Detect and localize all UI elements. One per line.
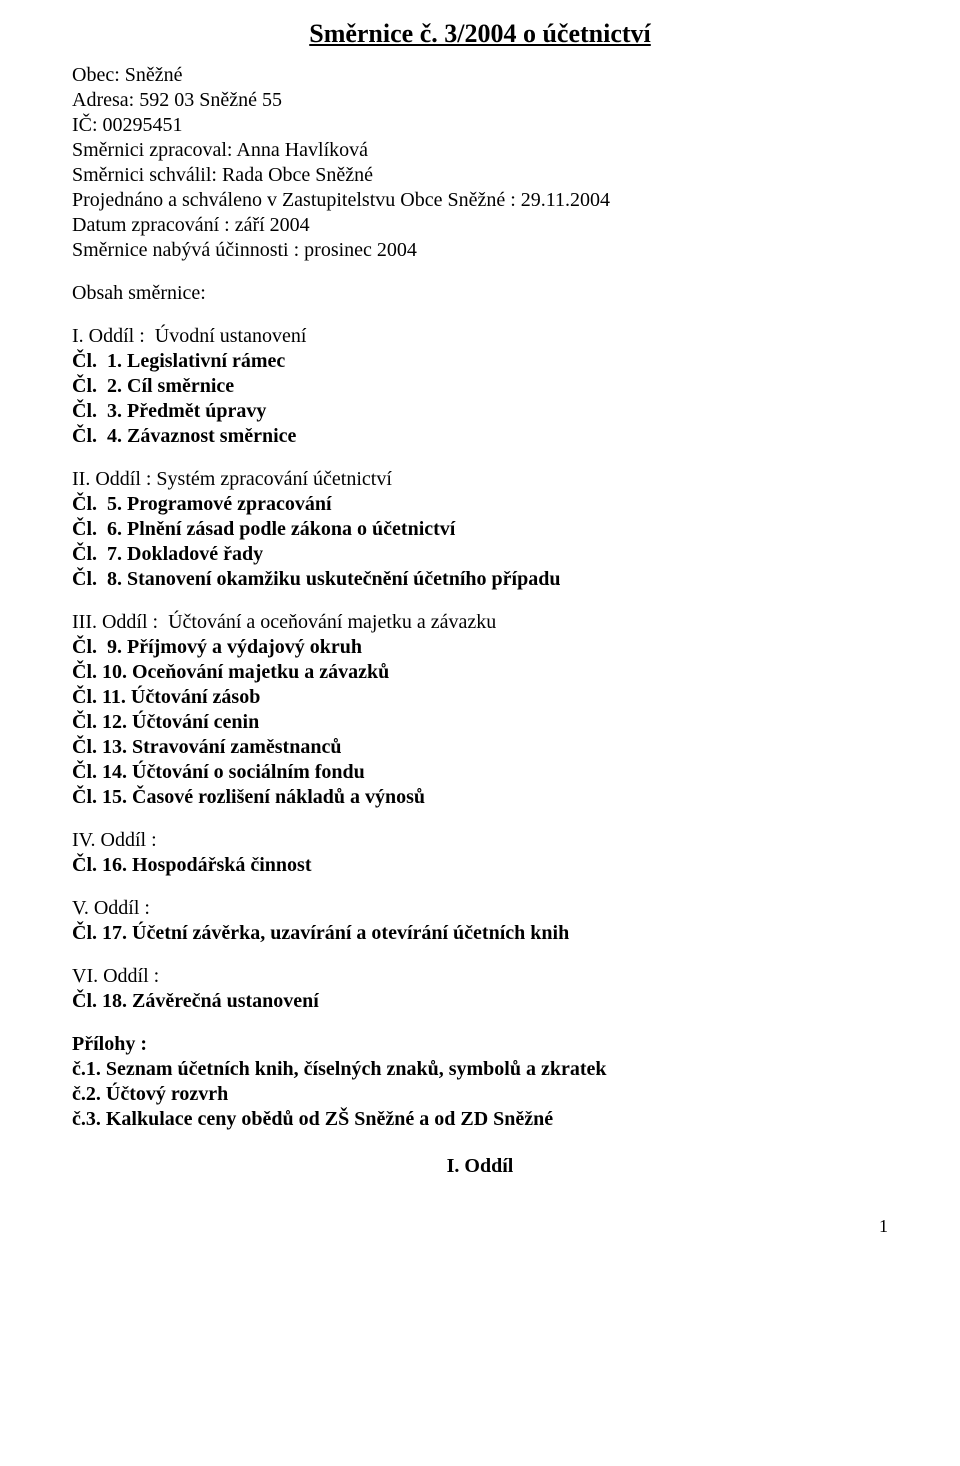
header-ic: IČ: 00295451: [72, 113, 888, 138]
section-2-item: Čl. 7. Dokladové řady: [72, 542, 888, 567]
header-projednano: Projednáno a schváleno v Zastupitelstvu …: [72, 188, 888, 213]
appendix-item: č.3. Kalkulace ceny obědů od ZŠ Sněžné a…: [72, 1107, 888, 1132]
section-3: III. Oddíl : Účtování a oceňování majetk…: [72, 610, 888, 810]
section-1-item: Čl. 3. Předmět úpravy: [72, 399, 888, 424]
section-4-item: Čl. 16. Hospodářská činnost: [72, 853, 888, 878]
section-5-title: V. Oddíl :: [72, 896, 888, 921]
page-number: 1: [72, 1215, 888, 1238]
section-2: II. Oddíl : Systém zpracování účetnictví…: [72, 467, 888, 592]
section-6: VI. Oddíl : Čl. 18. Závěrečná ustanovení: [72, 964, 888, 1014]
section-1-title: I. Oddíl : Úvodní ustanovení: [72, 324, 888, 349]
section-1-item: Čl. 2. Cíl směrnice: [72, 374, 888, 399]
section-1-item: Čl. 1. Legislativní rámec: [72, 349, 888, 374]
header-block: Obec: Sněžné Adresa: 592 03 Sněžné 55 IČ…: [72, 63, 888, 263]
header-datum-zprac: Datum zpracování : září 2004: [72, 213, 888, 238]
section-3-item: Čl. 10. Oceňování majetku a závazků: [72, 660, 888, 685]
appendix-title: Přílohy :: [72, 1032, 888, 1057]
document-title: Směrnice č. 3/2004 o účetnictví: [72, 18, 888, 51]
section-3-item: Čl. 9. Příjmový a výdajový okruh: [72, 635, 888, 660]
section-4: IV. Oddíl : Čl. 16. Hospodářská činnost: [72, 828, 888, 878]
header-adresa: Adresa: 592 03 Sněžné 55: [72, 88, 888, 113]
section-3-item: Čl. 13. Stravování zaměstnanců: [72, 735, 888, 760]
section-6-item: Čl. 18. Závěrečná ustanovení: [72, 989, 888, 1014]
obsah-heading: Obsah směrnice:: [72, 281, 888, 306]
header-obec: Obec: Sněžné: [72, 63, 888, 88]
header-zpracoval: Směrnici zpracoval: Anna Havlíková: [72, 138, 888, 163]
section-3-item: Čl. 15. Časové rozlišení nákladů a výnos…: [72, 785, 888, 810]
section-1: I. Oddíl : Úvodní ustanovení Čl. 1. Legi…: [72, 324, 888, 449]
section-3-item: Čl. 12. Účtování cenin: [72, 710, 888, 735]
appendix-item: č.2. Účtový rozvrh: [72, 1082, 888, 1107]
section-2-title: II. Oddíl : Systém zpracování účetnictví: [72, 467, 888, 492]
appendix: Přílohy : č.1. Seznam účetních knih, čís…: [72, 1032, 888, 1132]
section-2-item: Čl. 8. Stanovení okamžiku uskutečnění úč…: [72, 567, 888, 592]
section-3-title: III. Oddíl : Účtování a oceňování majetk…: [72, 610, 888, 635]
section-6-title: VI. Oddíl :: [72, 964, 888, 989]
header-schvalil: Směrnici schválil: Rada Obce Sněžné: [72, 163, 888, 188]
section-3-item: Čl. 14. Účtování o sociálním fondu: [72, 760, 888, 785]
appendix-item: č.1. Seznam účetních knih, číselných zna…: [72, 1057, 888, 1082]
section-end-heading: I. Oddíl: [72, 1154, 888, 1179]
section-3-item: Čl. 11. Účtování zásob: [72, 685, 888, 710]
header-ucinnost: Směrnice nabývá účinnosti : prosinec 200…: [72, 238, 888, 263]
section-5-item: Čl. 17. Účetní závěrka, uzavírání a otev…: [72, 921, 888, 946]
section-5: V. Oddíl : Čl. 17. Účetní závěrka, uzaví…: [72, 896, 888, 946]
section-2-item: Čl. 5. Programové zpracování: [72, 492, 888, 517]
section-4-title: IV. Oddíl :: [72, 828, 888, 853]
section-2-item: Čl. 6. Plnění zásad podle zákona o účetn…: [72, 517, 888, 542]
section-1-item: Čl. 4. Závaznost směrnice: [72, 424, 888, 449]
